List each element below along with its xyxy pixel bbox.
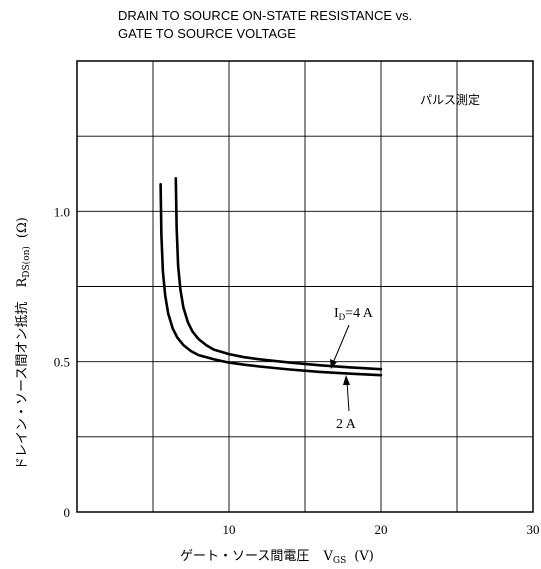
measurement-note: パルス測定: [420, 92, 480, 107]
grid: [76, 60, 534, 513]
y-axis-label: ドレイン・ソース間オン抵抗 RDS(on) (Ω): [15, 217, 32, 470]
x-tick-labels: 10 20 30: [223, 522, 540, 537]
series-line-0: [174, 177, 383, 371]
y-axis-label-sub: DS(on): [21, 246, 32, 278]
chart-title-line-1: DRAIN TO SOURCE ON-STATE RESISTANCE vs.: [118, 8, 412, 23]
x-axis-label: ゲート・ソース間電圧 VGS (V): [180, 549, 374, 566]
series-label-4a-sub: D: [339, 312, 346, 322]
y-axis-label-unit: (Ω): [15, 217, 30, 238]
series-label-2a-arrowhead: [343, 375, 350, 385]
series-curves: [159, 177, 383, 377]
series-label-4a-symbol: I: [334, 306, 339, 321]
x-axis-label-main: ゲート・ソース間電圧: [180, 549, 309, 564]
y-tick-label-2: 1.0: [54, 204, 70, 219]
x-axis-label-sub: GS: [333, 556, 346, 566]
x-axis-label-unit: (V): [354, 549, 374, 564]
svg-text:ID=4 A: ID=4 A: [334, 306, 374, 322]
x-tick-label-1: 20: [375, 522, 388, 537]
series-label-2a-leader: [346, 381, 350, 412]
y-axis-label-symbol: R: [15, 277, 30, 288]
plot-frame: [76, 60, 534, 513]
series-label-4a-leader: [332, 324, 350, 364]
series-label-2a: 2 A: [336, 417, 357, 432]
x-axis-label-symbol: V: [323, 549, 334, 564]
y-tick-label-0: 0: [64, 505, 71, 520]
series-line-1: [159, 183, 383, 377]
series-label-4a-arrowhead: [330, 359, 337, 369]
y-tick-label-1: 0.5: [54, 355, 70, 370]
series-label-4a: ID=4 A: [334, 306, 374, 322]
series-label-4a-value: =4 A: [345, 306, 374, 321]
x-tick-label-0: 10: [223, 522, 236, 537]
y-tick-labels: 0 0.5 1.0: [54, 204, 70, 520]
y-axis-label-main: ドレイン・ソース間オン抵抗: [15, 302, 30, 470]
x-tick-label-2: 30: [527, 522, 540, 537]
chart-title-line-2: GATE TO SOURCE VOLTAGE: [118, 26, 296, 41]
